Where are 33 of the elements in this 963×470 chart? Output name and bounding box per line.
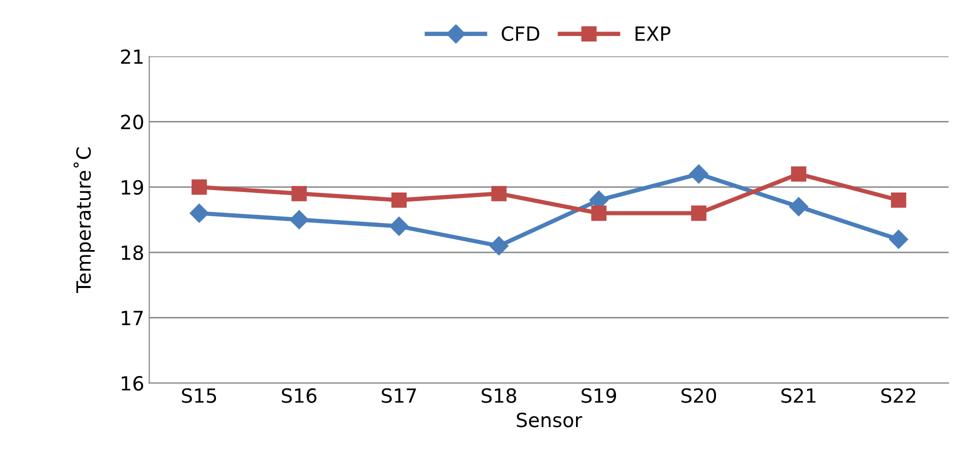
y-tick-label: 20 — [121, 114, 144, 130]
point — [789, 197, 808, 216]
x-tick-label: S17 — [382, 388, 416, 403]
point — [791, 166, 806, 182]
y-tick-label: 19 — [122, 180, 144, 195]
y-axis-title: Temperature˚C — [74, 148, 95, 294]
point — [291, 186, 307, 202]
point — [689, 164, 708, 184]
x-tick-label: S21 — [781, 388, 816, 403]
x-tick-label: S18 — [482, 388, 516, 403]
point — [390, 216, 409, 236]
point — [290, 210, 309, 230]
y-tick-label: 17 — [122, 310, 143, 326]
y-tick-label: 21 — [121, 49, 143, 64]
x-tick-label: S22 — [881, 388, 916, 403]
point — [591, 206, 607, 221]
x-tick-label: S19 — [582, 388, 616, 403]
point — [489, 236, 508, 256]
x-tick-label: S15 — [182, 388, 216, 403]
y-tick-label: 18 — [122, 245, 144, 260]
x-tick-label: S16 — [282, 388, 316, 403]
point — [192, 179, 207, 195]
point — [190, 204, 209, 223]
point — [890, 192, 906, 208]
point — [889, 230, 908, 249]
point — [391, 192, 407, 208]
point — [691, 206, 706, 221]
x-tick-label: S20 — [682, 388, 716, 403]
legend-label: EXP — [636, 26, 670, 41]
legend-label: CFD — [502, 26, 540, 41]
x-axis-title: Sensor — [516, 412, 582, 428]
y-tick-label: 16 — [122, 376, 144, 391]
point — [491, 186, 507, 202]
